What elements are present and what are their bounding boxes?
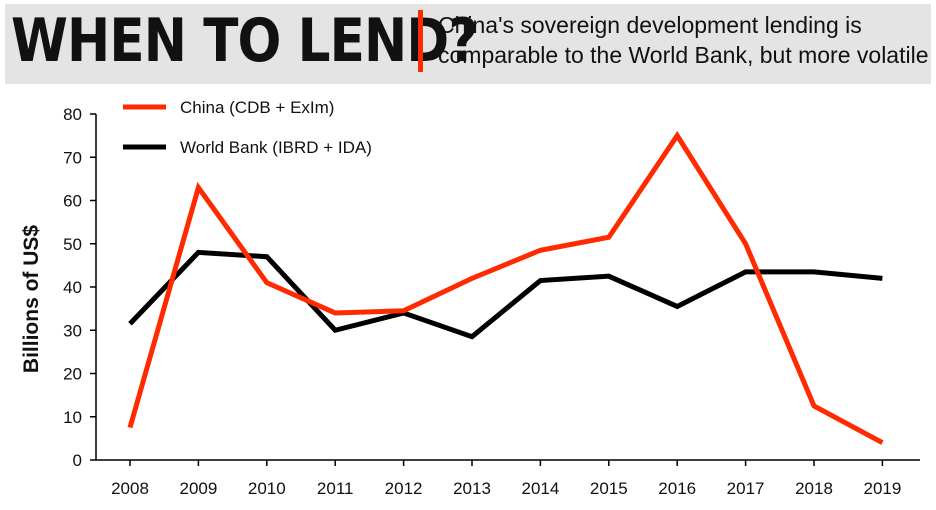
y-tick-label: 80 [63,105,82,124]
x-tick-label: 2009 [179,479,217,498]
subtitle-line-2: comparable to the World Bank, but more v… [438,42,929,68]
y-tick-label: 40 [63,278,82,297]
x-tick-label: 2010 [248,479,286,498]
subtitle-line-1: China's sovereign development lending is [438,12,862,38]
x-tick-label: 2011 [317,479,354,498]
y-tick-label: 60 [63,192,82,211]
chart-axes: 0 10 20 30 40 50 60 70 80 2008 2009 2010 2011 2012 201… [20,105,920,498]
legend-label: China (CDB + ExIm) [180,98,334,117]
series-line [127,131,884,445]
x-tick-label: 2018 [795,479,833,498]
x-tick-label: 2015 [590,479,628,498]
chart-title: WHEN TO LEND? [11,6,478,76]
x-tick-label: 2008 [111,479,149,498]
y-tick-label: 30 [63,321,82,340]
x-tick-label: 2013 [453,479,491,498]
y-axis-label: Billions of US$ [20,225,43,374]
chart-lines [127,131,884,445]
chart-legend: China (CDB + ExIm) World Bank (IBRD + IDA… [123,98,372,157]
title-divider [418,10,423,72]
x-tick-label: 2016 [658,479,696,498]
x-tick-label: 2014 [521,479,559,498]
y-tick-label: 10 [63,408,82,427]
y-tick-label: 20 [63,365,82,384]
x-tick-label: 2019 [863,479,901,498]
legend-label: World Bank (IBRD + IDA) [180,138,372,157]
y-tick-label: 0 [73,451,82,470]
chart-subtitle: China's sovereign development lending is… [438,10,929,70]
y-tick-label: 50 [63,235,82,254]
x-tick-label: 2017 [727,479,765,498]
y-tick-label: 70 [63,148,82,167]
header-banner [5,4,931,84]
x-tick-label: 2012 [385,479,423,498]
